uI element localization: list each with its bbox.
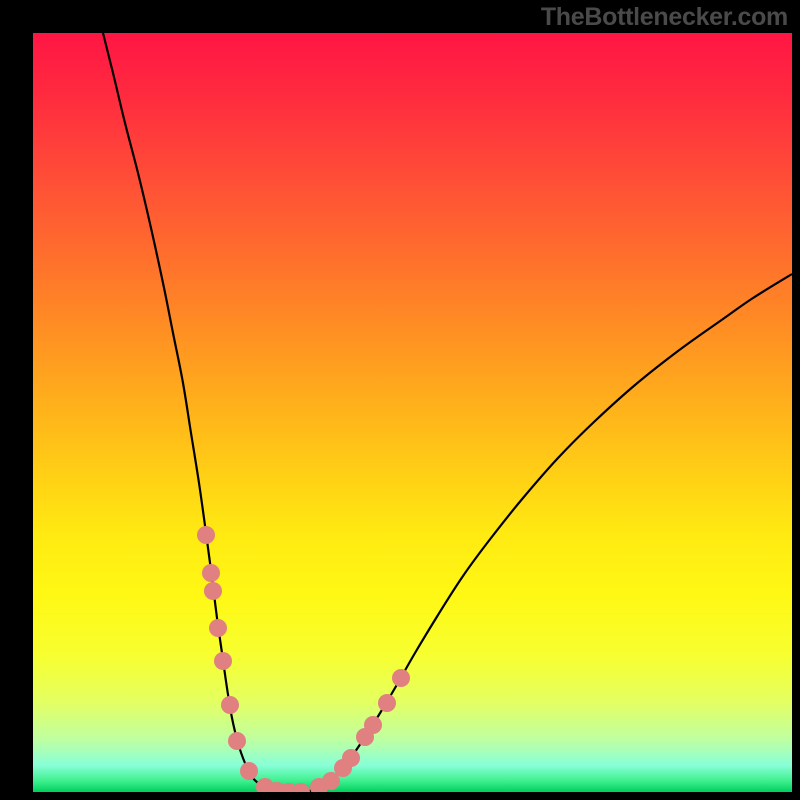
data-marker — [221, 696, 239, 714]
data-marker — [240, 762, 258, 780]
data-marker — [392, 669, 410, 687]
data-marker — [197, 526, 215, 544]
data-marker — [214, 652, 232, 670]
plot-area — [33, 33, 792, 792]
data-marker — [292, 783, 310, 792]
chart-svg — [33, 33, 792, 792]
bottleneck-curve — [103, 33, 792, 792]
data-marker — [364, 716, 382, 734]
data-marker — [204, 582, 222, 600]
data-marker — [209, 619, 227, 637]
watermark-text: TheBottlenecker.com — [541, 3, 788, 32]
data-marker — [378, 694, 396, 712]
data-marker — [342, 749, 360, 767]
data-marker — [202, 564, 220, 582]
data-marker — [228, 732, 246, 750]
